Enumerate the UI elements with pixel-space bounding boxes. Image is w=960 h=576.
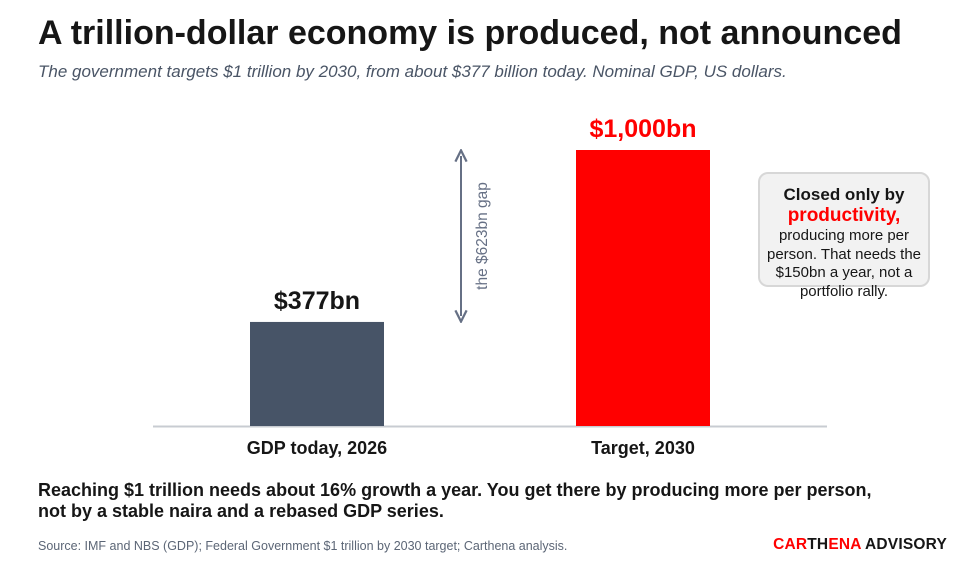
category-label-2: Target, 2030 — [591, 438, 695, 458]
data-label-2: $1,000bn — [589, 115, 696, 143]
bar-chart: $377bn GDP today, 2026 $1,000bn Target, 203… — [153, 115, 827, 458]
brand-logo: CARTHENA ADVISORY — [773, 536, 947, 554]
callout-text: Closed only by productivity, producing m… — [758, 185, 930, 301]
gap-annotation: the $623bn gap — [461, 156, 491, 316]
page-title: A trillion-dollar economy is produced, n… — [38, 14, 902, 52]
brand-part-car: CAR — [773, 536, 808, 553]
brand-part-th: TH — [807, 536, 829, 553]
data-label-1: $377bn — [274, 287, 360, 315]
callout-head: Closed only by — [783, 185, 905, 204]
callout-box — [758, 172, 930, 287]
callout-body: producing more per person. That needs th… — [767, 227, 921, 300]
brand-part-ena: ENA — [828, 536, 862, 553]
page-subtitle: The government targets $1 trillion by 20… — [38, 62, 787, 81]
callout-highlight: productivity, — [787, 205, 901, 226]
brand-part-advisory: ADVISORY — [861, 536, 947, 553]
takeaway-text: Reaching $1 trillion needs about 16% gro… — [38, 480, 872, 521]
bar-2 — [576, 150, 710, 426]
gap-label: the $623bn gap — [474, 182, 491, 290]
source-note: Source: IMF and NBS (GDP); Federal Gover… — [38, 539, 568, 553]
category-label-1: GDP today, 2026 — [247, 438, 387, 458]
bar-1 — [250, 321, 384, 426]
